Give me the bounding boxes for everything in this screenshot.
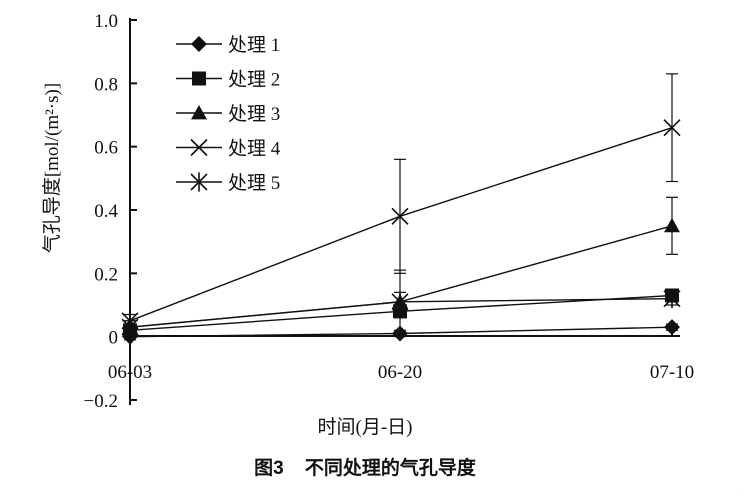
- data-point: [664, 319, 680, 336]
- data-point: [391, 292, 409, 312]
- watermark: .: [737, 485, 740, 494]
- y-tick-label: 0.8: [94, 74, 118, 95]
- legend-item-5: 处理 5: [176, 172, 280, 194]
- data-point: [391, 207, 409, 225]
- legend-label: 处理 2: [228, 69, 280, 91]
- data-point: [121, 317, 139, 337]
- legend: 处理 1 处理 2 处理 3 处理 4 处理 5: [176, 34, 281, 194]
- legend-marker: [191, 36, 207, 52]
- legend-label: 处理 3: [228, 103, 280, 125]
- data-point: [664, 217, 680, 233]
- series-4: [121, 73, 681, 330]
- x-tick-label: 07-10: [650, 362, 694, 383]
- legend-item-3: 处理 3: [176, 103, 280, 125]
- y-axis-label: 气孔导度[mol/(m²·s)]: [41, 83, 63, 253]
- y-tick-label: 0.4: [94, 201, 118, 222]
- legend-item-4: 处理 4: [176, 138, 281, 160]
- figure-caption: 图3 不同处理的气孔导度: [254, 456, 477, 479]
- y-tick-label: −0.2: [84, 391, 118, 412]
- legend-marker: [190, 138, 208, 157]
- series-5: [121, 289, 681, 337]
- x-axis-label: 时间(月-日): [318, 416, 413, 438]
- y-tick-label: 0: [109, 328, 119, 349]
- legend-label: 处理 4: [228, 138, 281, 160]
- series-1: [122, 319, 680, 345]
- y-tick-label: 0.2: [94, 264, 118, 285]
- y-ticks: 1.0 0.8 0.6 0.4 0.2 0 −0.2: [84, 11, 137, 412]
- legend-item-1: 处理 1: [176, 34, 280, 56]
- legend-marker: [192, 71, 206, 86]
- legend-label: 处理 1: [228, 34, 280, 56]
- x-tick-label: 06-03: [108, 362, 152, 383]
- series-group: [121, 73, 681, 345]
- legend-marker: [191, 105, 207, 120]
- legend-label: 处理 5: [228, 172, 280, 194]
- y-tick-label: 0.6: [94, 138, 118, 159]
- y-tick-label: 1.0: [94, 11, 118, 32]
- data-point: [663, 119, 681, 137]
- data-point: [663, 289, 681, 309]
- legend-marker: [190, 172, 208, 192]
- x-tick-label: 06-20: [378, 362, 422, 383]
- legend-item-2: 处理 2: [176, 69, 280, 91]
